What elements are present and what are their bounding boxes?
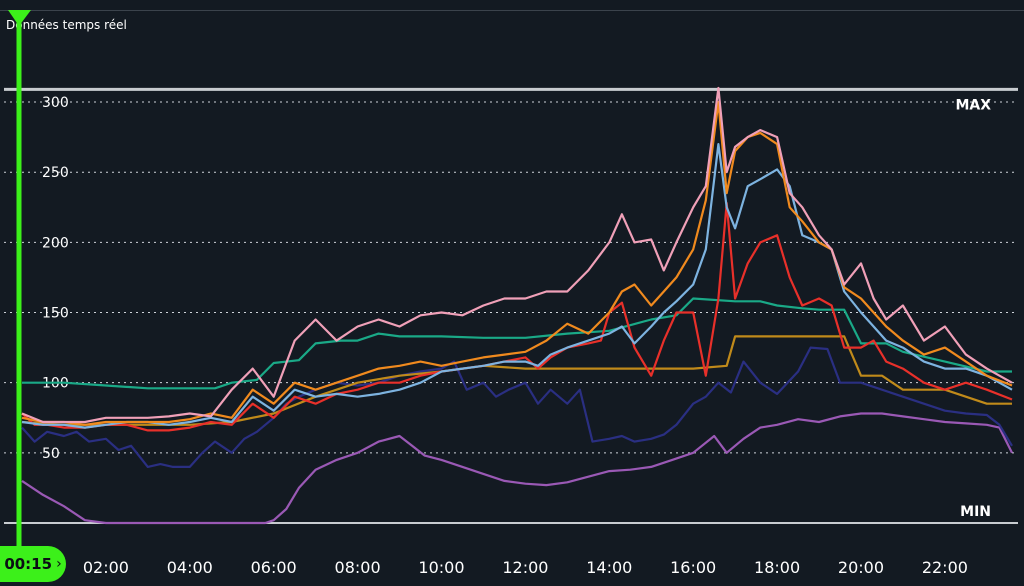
- x-tick-label: 18:00: [754, 558, 800, 577]
- y-tick-label: 250: [42, 165, 69, 181]
- x-tick-label: 04:00: [167, 558, 213, 577]
- series-line: [21, 86, 1013, 424]
- y-tick-label: 200: [42, 235, 69, 251]
- chevron-right-icon: ›: [56, 556, 62, 572]
- y-tick-label: 50: [42, 446, 60, 462]
- series-line: [21, 202, 1013, 432]
- top-divider: [0, 10, 1024, 11]
- series-line: [21, 346, 1013, 468]
- current-time-badge[interactable]: 00:15 ›: [0, 546, 66, 582]
- x-tick-label: 16:00: [670, 558, 716, 577]
- time-cursor-handle: [8, 10, 31, 26]
- min-label: MIN: [960, 504, 991, 520]
- x-tick-label: 22:00: [922, 558, 968, 577]
- current-time-label: 00:15: [4, 555, 53, 573]
- x-tick-label: 10:00: [418, 558, 464, 577]
- series-line: [21, 412, 1013, 525]
- y-tick-label: 300: [42, 95, 69, 111]
- series-line: [22, 297, 1012, 390]
- series-line: [21, 335, 1012, 426]
- x-tick-label: 12:00: [502, 558, 548, 577]
- x-tick-label: 08:00: [335, 558, 381, 577]
- x-tick-label: 02:00: [83, 558, 129, 577]
- chart-title: Données temps réel: [6, 18, 127, 32]
- max-label: MAX: [955, 97, 991, 113]
- x-tick-label: 06:00: [251, 558, 297, 577]
- x-tick-label: 20:00: [838, 558, 884, 577]
- x-tick-label: 14:00: [586, 558, 632, 577]
- y-tick-label: 150: [42, 306, 69, 322]
